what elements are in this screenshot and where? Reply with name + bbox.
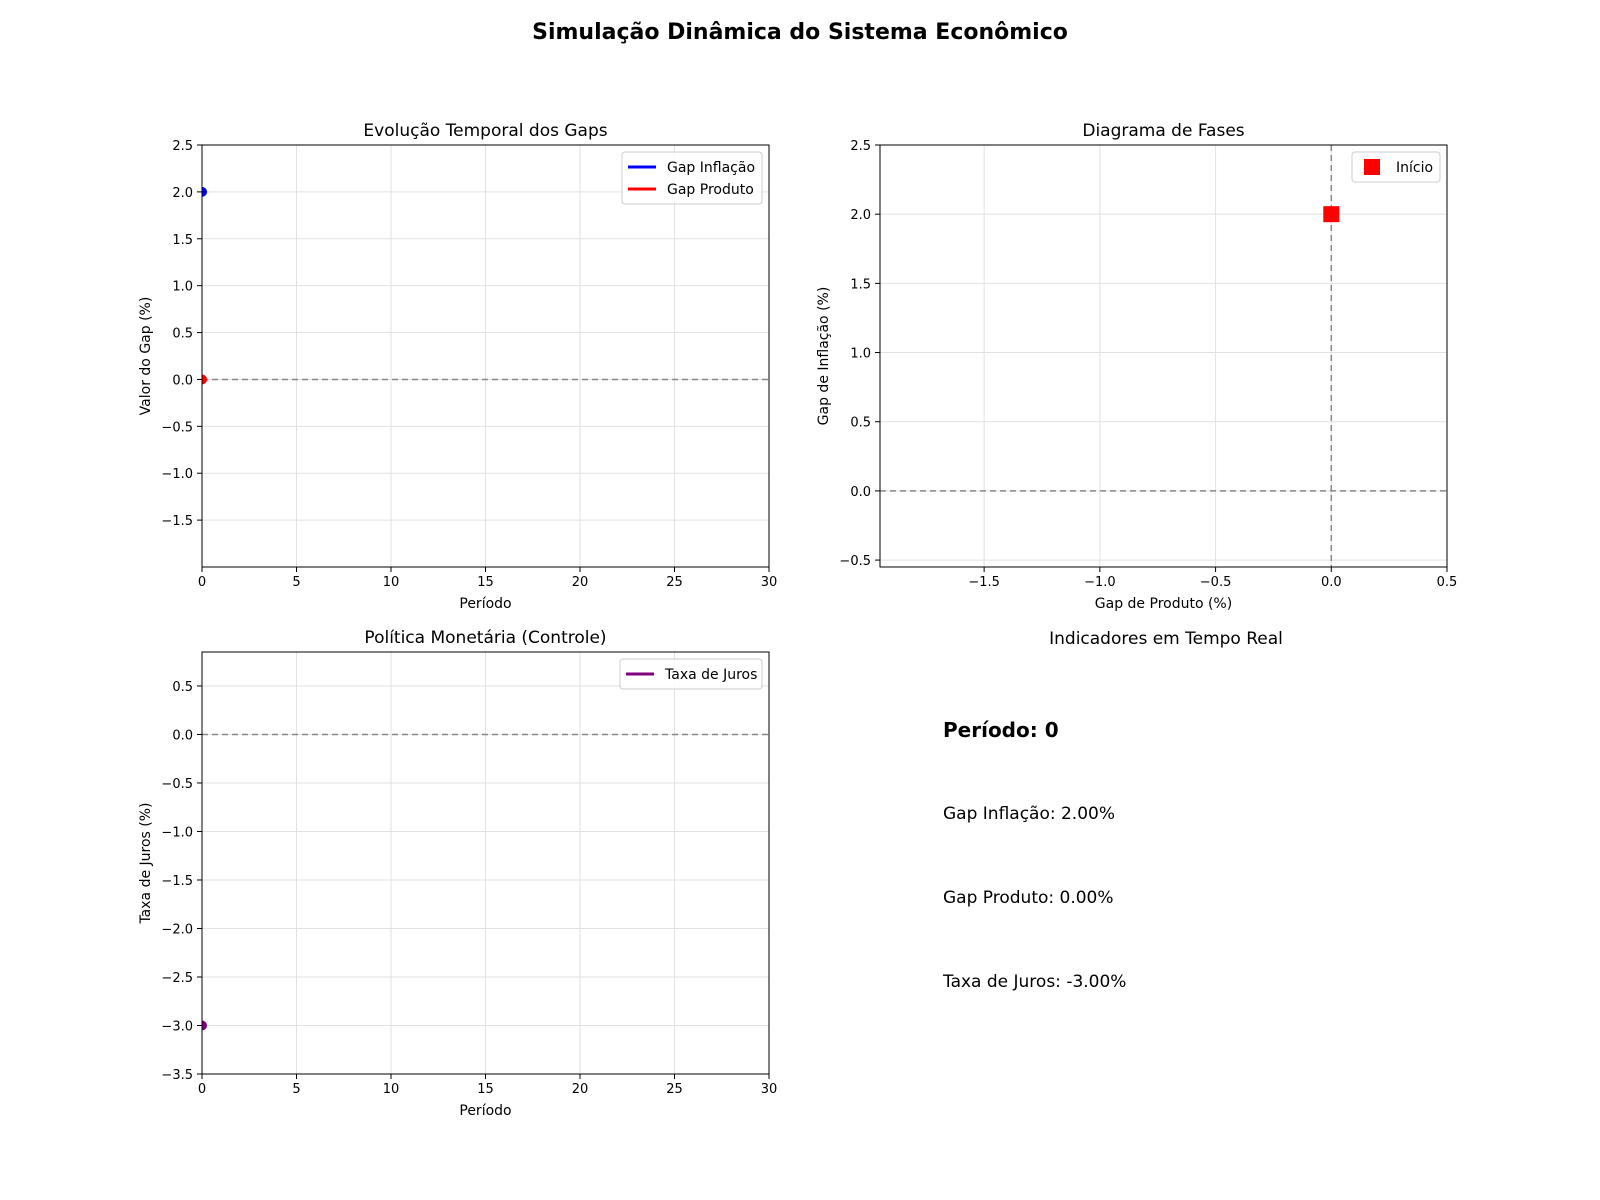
y-axis-label: Gap de Inflação (%) (816, 287, 832, 426)
chart-title: Evolução Temporal dos Gaps (363, 121, 607, 141)
y-tick-label: −2.0 (161, 922, 193, 937)
y-tick-label: 1.0 (172, 280, 193, 295)
x-tick-label: 0 (198, 1082, 206, 1097)
figure-title: Simulação Dinâmica do Sistema Econômico (532, 20, 1068, 45)
x-tick-label: −1.5 (968, 575, 1000, 590)
x-axis-label: Período (459, 596, 511, 612)
y-tick-label: −0.5 (161, 420, 193, 435)
y-tick-label: −0.5 (161, 777, 193, 792)
y-tick-label: 0.5 (850, 416, 871, 431)
indicator-gap-produto: Gap Produto: 0.00% (943, 888, 1114, 908)
legend-label: Início (1396, 160, 1433, 176)
x-tick-label: 20 (572, 575, 589, 590)
data-point (202, 374, 207, 385)
y-tick-label: −1.0 (161, 467, 193, 482)
x-tick-label: −0.5 (1200, 575, 1232, 590)
x-tick-label: 15 (477, 1082, 494, 1097)
y-tick-label: 1.0 (850, 347, 871, 362)
y-tick-label: 0.5 (172, 327, 193, 342)
chart-gaps: 0 5 10 15 20 25 30 −1.5 −1.0 −0.5 0.0 0.5 1.0 1.5 2.0 2… (138, 121, 777, 612)
x-tick-label: 10 (383, 575, 400, 590)
x-tick-label: 30 (761, 1082, 778, 1097)
x-tick-label: 5 (292, 1082, 300, 1097)
y-tick-label: −3.5 (161, 1068, 193, 1083)
indicators-title: Indicadores em Tempo Real (1049, 629, 1283, 649)
y-tick-label: −2.5 (161, 971, 193, 986)
legend: Início (1351, 151, 1441, 183)
legend-box (619, 658, 763, 690)
chart-policy: 0 5 10 15 20 25 30 −3.5 −3.0 −2.5 −2.0 −1.5 −1.0 −0.5… (138, 628, 777, 1119)
x-axis-label: Período (459, 1103, 511, 1119)
x-tick-label: 10 (383, 1082, 400, 1097)
y-tick-label: −3.0 (161, 1019, 193, 1034)
chart-title: Diagrama de Fases (1082, 121, 1244, 141)
legend-box (621, 151, 763, 205)
legend-swatch-square (1364, 159, 1380, 175)
legend-label: Gap Inflação (667, 160, 755, 176)
legend: Taxa de Juros (619, 658, 763, 690)
x-tick-label: 25 (666, 1082, 683, 1097)
axes-frame (879, 144, 1448, 568)
x-tick-label: 20 (572, 1082, 589, 1097)
y-tick-label: 1.5 (850, 277, 871, 292)
y-tick-label: 1.5 (172, 233, 193, 248)
y-axis-label: Valor do Gap (%) (138, 297, 154, 416)
legend-label: Gap Produto (667, 182, 754, 198)
indicator-taxa-juros: Taxa de Juros: -3.00% (943, 972, 1127, 992)
indicator-gap-inflacao: Gap Inflação: 2.00% (943, 804, 1116, 824)
y-tick-label: −1.0 (161, 825, 193, 840)
x-tick-label: 5 (292, 575, 300, 590)
legend: Gap Inflação Gap Produto (621, 151, 763, 205)
x-tick-label: 15 (477, 575, 494, 590)
x-axis-label: Gap de Produto (%) (1095, 596, 1232, 612)
x-tick-label: 0.0 (1321, 575, 1342, 590)
y-tick-label: 2.0 (850, 208, 871, 223)
chart-title: Política Monetária (Controle) (364, 628, 606, 648)
y-tick-label: −1.5 (161, 874, 193, 889)
data-point (202, 186, 207, 197)
x-tick-label: 30 (761, 575, 778, 590)
x-tick-label: 0 (198, 575, 206, 590)
data-point-square (1323, 206, 1340, 223)
y-tick-label: 2.0 (172, 186, 193, 201)
x-tick-label: 25 (666, 575, 683, 590)
data-marks (202, 1020, 207, 1031)
data-point (202, 1020, 207, 1031)
data-marks (202, 186, 207, 385)
chart-phase: −1.5 −1.0 −0.5 0.0 0.5 −0.5 0.0 0.5 1.0 1.5 2.0 2.5… (816, 121, 1457, 612)
legend-label: Taxa de Juros (664, 667, 757, 683)
x-tick-label: 0.5 (1437, 575, 1458, 590)
y-tick-label: −1.5 (161, 514, 193, 529)
y-tick-label: 2.5 (172, 139, 193, 154)
y-tick-label: 0.0 (172, 728, 193, 743)
y-tick-label: −0.5 (839, 554, 871, 569)
x-tick-label: −1.0 (1084, 575, 1116, 590)
y-axis-label: Taxa de Juros (%) (138, 802, 154, 924)
y-tick-label: 0.0 (850, 485, 871, 500)
indicator-period: Período: 0 (943, 718, 1059, 742)
y-tick-label: 0.5 (172, 680, 193, 695)
y-tick-label: 2.5 (850, 139, 871, 154)
data-marks (1323, 206, 1340, 223)
y-tick-label: 0.0 (172, 373, 193, 388)
